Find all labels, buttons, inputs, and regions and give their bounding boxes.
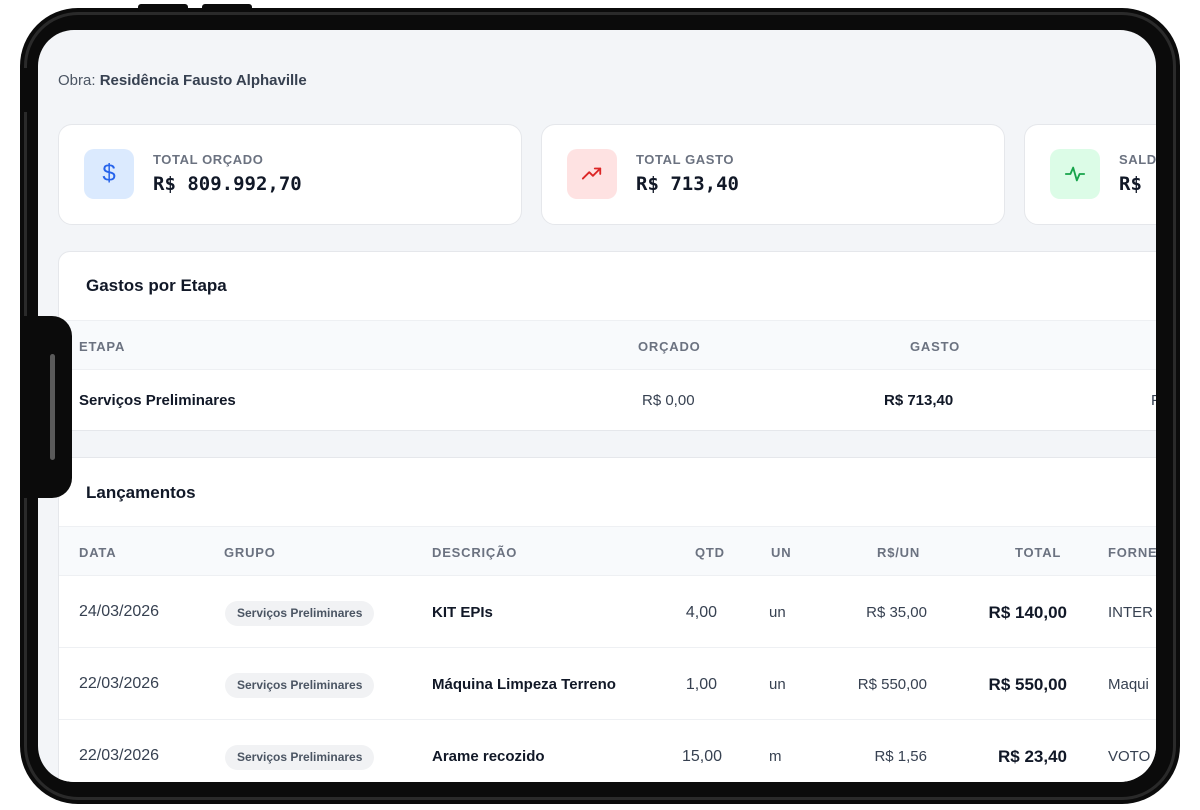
unit-cell: un bbox=[769, 604, 786, 621]
table-header: ETAPA ORÇADO GASTO bbox=[59, 320, 1156, 370]
volume-button bbox=[202, 4, 252, 12]
etapa-cell: Serviços Preliminares bbox=[79, 392, 236, 409]
column-header-total[interactable]: TOTAL bbox=[1015, 545, 1062, 560]
group-badge: Serviços Preliminares bbox=[225, 673, 375, 698]
group-badge: Serviços Preliminares bbox=[225, 601, 375, 626]
description-cell: Máquina Limpeza Terreno bbox=[432, 676, 616, 693]
column-header-grupo[interactable]: GRUPO bbox=[224, 545, 276, 560]
total-orcado-card: $ TOTAL ORÇADO R$ 809.992,70 bbox=[58, 124, 522, 225]
supplier-cell: VOTO bbox=[1108, 748, 1151, 765]
trending-up-icon bbox=[567, 149, 617, 199]
table-row[interactable]: Serviços Preliminares R$ 0,00 R$ 713,40 … bbox=[59, 370, 1156, 430]
group-badge: Serviços Preliminares bbox=[225, 745, 375, 770]
column-header-gasto[interactable]: GASTO bbox=[910, 339, 960, 354]
card-label: TOTAL ORÇADO bbox=[153, 152, 264, 167]
table-row[interactable]: 22/03/2026 Serviços Preliminares Arame r… bbox=[59, 720, 1156, 782]
dollar-icon: $ bbox=[84, 149, 134, 199]
unit-cell: un bbox=[769, 676, 786, 693]
power-button bbox=[20, 68, 30, 112]
supplier-cell: Maqui bbox=[1108, 676, 1149, 693]
panel-title: Gastos por Etapa bbox=[86, 276, 227, 295]
camera-bump bbox=[20, 316, 72, 498]
card-value: R$ 809.992,70 bbox=[153, 173, 302, 195]
qty-cell: 15,00 bbox=[682, 748, 723, 765]
card-value: R$ bbox=[1119, 173, 1142, 195]
total-gasto-card: TOTAL GASTO R$ 713,40 bbox=[541, 124, 1005, 225]
total-cell: R$ 140,00 bbox=[988, 603, 1067, 622]
project-label: Obra: bbox=[58, 72, 96, 89]
card-label: SALD bbox=[1119, 152, 1156, 167]
gasto-cell: R$ 713,40 bbox=[884, 392, 954, 409]
unit-price-cell: R$ 35,00 bbox=[866, 604, 927, 621]
lancamentos-panel: Lançamentos DATA GRUPO DESCRIÇÃO QTD UN … bbox=[58, 457, 1156, 782]
project-header: Obra: Residência Fausto Alphaville bbox=[58, 72, 307, 89]
column-header-etapa[interactable]: ETAPA bbox=[79, 339, 126, 354]
volume-button bbox=[138, 4, 188, 12]
table-header: DATA GRUPO DESCRIÇÃO QTD UN R$/UN TOTAL … bbox=[59, 526, 1156, 576]
project-name: Residência Fausto Alphaville bbox=[99, 72, 307, 89]
description-cell: Arame recozido bbox=[432, 748, 545, 765]
column-header-orcado[interactable]: ORÇADO bbox=[638, 339, 701, 354]
qty-cell: 1,00 bbox=[685, 676, 717, 693]
card-label: TOTAL GASTO bbox=[636, 152, 735, 167]
column-header-data[interactable]: DATA bbox=[79, 545, 117, 560]
date-cell: 24/03/2026 bbox=[79, 603, 160, 620]
card-value: R$ 713,40 bbox=[636, 173, 739, 195]
column-header-descricao[interactable]: DESCRIÇÃO bbox=[432, 545, 518, 560]
date-cell: 22/03/2026 bbox=[79, 675, 160, 692]
supplier-cell: INTER bbox=[1108, 604, 1153, 621]
column-header-fornecedor[interactable]: FORNE bbox=[1108, 545, 1156, 560]
qty-cell: 4,00 bbox=[685, 604, 717, 621]
gastos-por-etapa-panel: Gastos por Etapa ETAPA ORÇADO GASTO Serv… bbox=[58, 251, 1156, 431]
orcado-cell: R$ 0,00 bbox=[642, 392, 695, 409]
description-cell: KIT EPIs bbox=[432, 604, 493, 621]
unit-cell: m bbox=[769, 748, 782, 765]
truncated-cell: F bbox=[1151, 392, 1156, 409]
unit-price-cell: R$ 550,00 bbox=[857, 676, 927, 693]
column-header-qtd[interactable]: QTD bbox=[695, 545, 725, 560]
date-cell: 22/03/2026 bbox=[79, 747, 160, 764]
saldo-card: SALD R$ bbox=[1024, 124, 1156, 225]
column-header-rs-un[interactable]: R$/UN bbox=[877, 545, 921, 560]
total-cell: R$ 550,00 bbox=[988, 675, 1067, 694]
unit-price-cell: R$ 1,56 bbox=[874, 748, 927, 765]
activity-icon bbox=[1050, 149, 1100, 199]
app-screen: Obra: Residência Fausto Alphaville $ TOT… bbox=[38, 30, 1156, 782]
table-row[interactable]: 24/03/2026 Serviços Preliminares KIT EPI… bbox=[59, 576, 1156, 648]
table-row[interactable]: 22/03/2026 Serviços Preliminares Máquina… bbox=[59, 648, 1156, 720]
column-header-un[interactable]: UN bbox=[771, 545, 792, 560]
total-cell: R$ 23,40 bbox=[998, 747, 1067, 766]
panel-title: Lançamentos bbox=[86, 483, 196, 502]
